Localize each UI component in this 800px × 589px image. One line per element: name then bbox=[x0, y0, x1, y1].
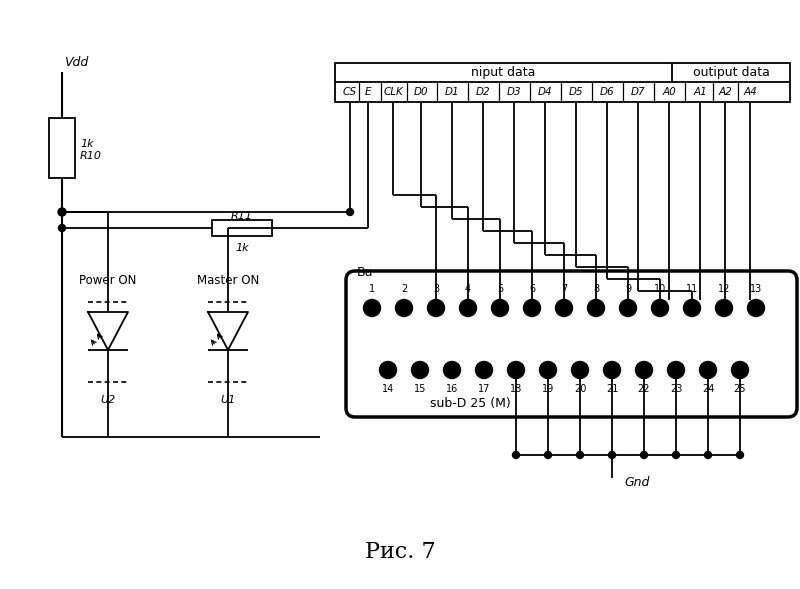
Text: 24: 24 bbox=[702, 384, 714, 394]
Text: sub-D 25 (M): sub-D 25 (M) bbox=[430, 396, 510, 409]
Text: Vdd: Vdd bbox=[64, 55, 88, 68]
Text: 25: 25 bbox=[734, 384, 746, 394]
Text: A4: A4 bbox=[743, 87, 757, 97]
Text: Bu: Bu bbox=[357, 266, 374, 279]
Text: 9: 9 bbox=[625, 284, 631, 294]
Text: 15: 15 bbox=[414, 384, 426, 394]
Circle shape bbox=[699, 362, 717, 379]
Text: 11: 11 bbox=[686, 284, 698, 294]
Text: 1: 1 bbox=[369, 284, 375, 294]
Circle shape bbox=[491, 299, 509, 316]
Text: 10: 10 bbox=[654, 284, 666, 294]
Text: D6: D6 bbox=[600, 87, 614, 97]
Text: 5: 5 bbox=[497, 284, 503, 294]
Text: Power ON: Power ON bbox=[79, 273, 137, 286]
Text: U2: U2 bbox=[100, 395, 116, 405]
Circle shape bbox=[459, 299, 477, 316]
Text: 2: 2 bbox=[401, 284, 407, 294]
Circle shape bbox=[715, 299, 733, 316]
Circle shape bbox=[737, 452, 743, 458]
Circle shape bbox=[58, 224, 66, 231]
Text: 13: 13 bbox=[750, 284, 762, 294]
Text: 19: 19 bbox=[542, 384, 554, 394]
Circle shape bbox=[379, 362, 397, 379]
Circle shape bbox=[641, 452, 647, 458]
Circle shape bbox=[603, 362, 621, 379]
Text: niput data: niput data bbox=[471, 66, 536, 79]
Circle shape bbox=[475, 362, 493, 379]
Text: 6: 6 bbox=[529, 284, 535, 294]
Circle shape bbox=[427, 299, 445, 316]
Text: R10: R10 bbox=[80, 151, 102, 161]
Circle shape bbox=[443, 362, 461, 379]
Text: D7: D7 bbox=[630, 87, 646, 97]
Text: 4: 4 bbox=[465, 284, 471, 294]
Circle shape bbox=[523, 299, 541, 316]
Text: 3: 3 bbox=[433, 284, 439, 294]
Text: E: E bbox=[365, 87, 371, 97]
Text: CS: CS bbox=[343, 87, 357, 97]
Text: D5: D5 bbox=[569, 87, 583, 97]
Circle shape bbox=[411, 362, 429, 379]
Text: U1: U1 bbox=[220, 395, 236, 405]
Circle shape bbox=[747, 299, 765, 316]
Text: outiput data: outiput data bbox=[693, 66, 770, 79]
Circle shape bbox=[513, 452, 519, 458]
Circle shape bbox=[507, 362, 525, 379]
Text: A2: A2 bbox=[718, 87, 732, 97]
Text: 22: 22 bbox=[638, 384, 650, 394]
Circle shape bbox=[705, 452, 711, 458]
Circle shape bbox=[539, 362, 557, 379]
Bar bbox=[335, 63, 790, 102]
Text: D2: D2 bbox=[476, 87, 490, 97]
Circle shape bbox=[577, 452, 583, 458]
Circle shape bbox=[545, 452, 551, 458]
FancyBboxPatch shape bbox=[346, 271, 797, 417]
Circle shape bbox=[555, 299, 573, 316]
Circle shape bbox=[619, 299, 637, 316]
Circle shape bbox=[635, 362, 653, 379]
Circle shape bbox=[571, 362, 589, 379]
Text: Gnd: Gnd bbox=[624, 475, 650, 488]
Circle shape bbox=[667, 362, 685, 379]
Text: D1: D1 bbox=[445, 87, 459, 97]
Text: 17: 17 bbox=[478, 384, 490, 394]
Text: 16: 16 bbox=[446, 384, 458, 394]
Text: 1k: 1k bbox=[235, 243, 249, 253]
Circle shape bbox=[731, 362, 749, 379]
Text: 8: 8 bbox=[593, 284, 599, 294]
Text: R11: R11 bbox=[231, 211, 253, 221]
Circle shape bbox=[395, 299, 413, 316]
Text: D0: D0 bbox=[414, 87, 428, 97]
Text: A1: A1 bbox=[693, 87, 707, 97]
Circle shape bbox=[651, 299, 669, 316]
Text: 7: 7 bbox=[561, 284, 567, 294]
Bar bbox=[212, 220, 272, 236]
Circle shape bbox=[363, 299, 381, 316]
Circle shape bbox=[58, 208, 66, 216]
Circle shape bbox=[587, 299, 605, 316]
Text: A0: A0 bbox=[662, 87, 676, 97]
Circle shape bbox=[609, 452, 615, 458]
Text: CLK: CLK bbox=[383, 87, 403, 97]
Text: 14: 14 bbox=[382, 384, 394, 394]
Text: 21: 21 bbox=[606, 384, 618, 394]
Circle shape bbox=[346, 209, 354, 216]
Bar bbox=[49, 118, 75, 178]
Text: 18: 18 bbox=[510, 384, 522, 394]
Text: 23: 23 bbox=[670, 384, 682, 394]
Text: D4: D4 bbox=[538, 87, 552, 97]
Text: Рис. 7: Рис. 7 bbox=[365, 541, 435, 563]
Text: D3: D3 bbox=[506, 87, 522, 97]
Text: 12: 12 bbox=[718, 284, 730, 294]
Text: 20: 20 bbox=[574, 384, 586, 394]
Text: 1k: 1k bbox=[80, 139, 94, 149]
Text: Master ON: Master ON bbox=[197, 273, 259, 286]
Circle shape bbox=[673, 452, 679, 458]
Circle shape bbox=[683, 299, 701, 316]
